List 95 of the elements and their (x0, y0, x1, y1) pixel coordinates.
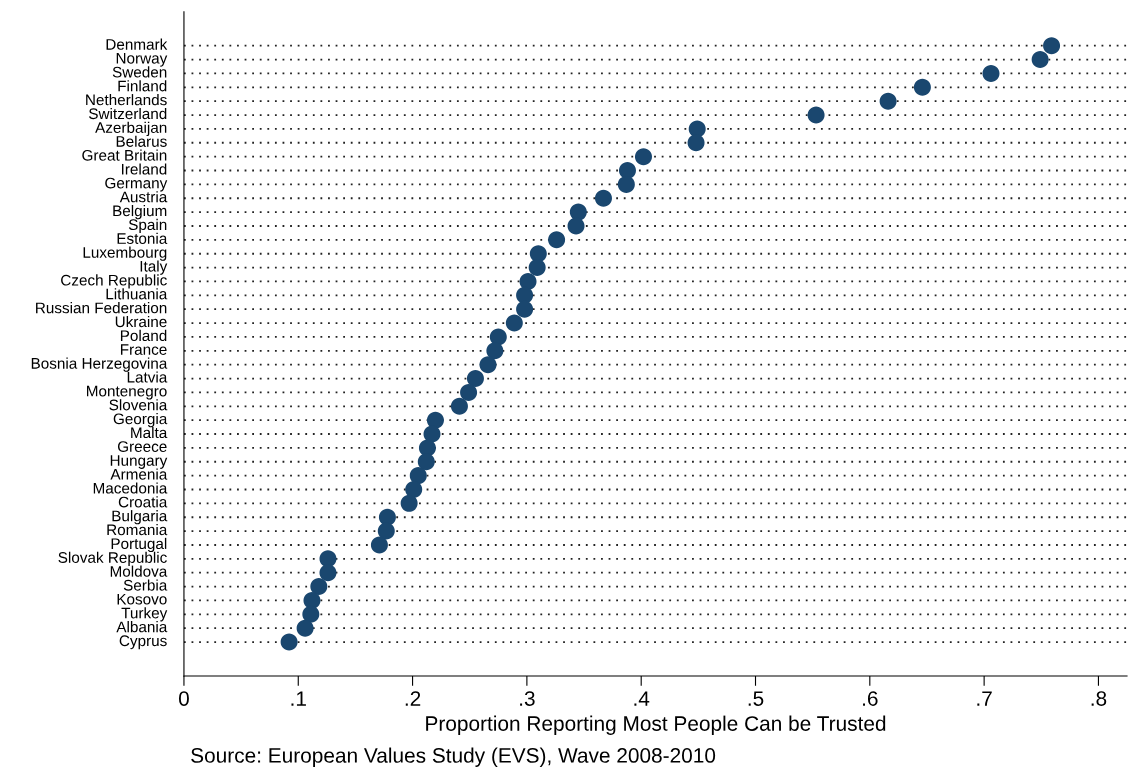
y-tick-label: Norway (116, 53, 168, 67)
point (634, 148, 652, 166)
point (405, 480, 423, 498)
point (913, 78, 931, 96)
point (377, 522, 395, 540)
y-tick-label: Belgium (113, 205, 167, 220)
y-tick-label: Denmark (106, 38, 168, 50)
point (450, 397, 468, 415)
source-note: Source: European Values Study (EVS), Wave 2008-2010 (191, 747, 716, 767)
y-tick-label: Albania (116, 621, 168, 633)
point (617, 175, 635, 193)
y-tick-label: Cyprus (119, 635, 167, 650)
point (296, 619, 314, 637)
y-tick-label: Slovenia (109, 399, 168, 411)
y-tick-label: Ireland (121, 163, 167, 175)
y-tick-label: France (120, 344, 167, 355)
y-tick-label: Estonia (117, 232, 168, 244)
point (879, 92, 897, 110)
x-tick-label: .5 (748, 691, 764, 706)
y-tick-label: Georgia (113, 413, 168, 428)
point (486, 342, 504, 360)
point (400, 494, 418, 512)
y-tick-label: Belarus (116, 135, 167, 147)
y-tick-label: Montenegro (87, 385, 167, 400)
point (370, 536, 388, 554)
point (548, 231, 566, 249)
y-tick-label: Latvia (127, 371, 168, 383)
point (310, 578, 328, 596)
y-tick-label: Bulgaria (112, 510, 168, 525)
point (489, 328, 507, 346)
y-tick-label: Serbia (123, 579, 168, 591)
point (302, 605, 320, 623)
y-tick-label: Moldova (110, 565, 168, 577)
y-tick-label: Germany (105, 177, 168, 192)
point (378, 508, 396, 526)
y-tick-label: Armenia (110, 468, 168, 480)
y-tick-label: Macedonia (93, 482, 168, 494)
x-tick-label: .4 (634, 691, 650, 706)
point (687, 134, 705, 152)
point (807, 106, 825, 124)
point (618, 162, 636, 180)
point (319, 564, 337, 582)
y-tick-label: Greece (117, 441, 167, 452)
y-tick-label: Turkey (121, 607, 168, 622)
point (528, 259, 546, 277)
y-tick-label: Slovak Republic (58, 551, 167, 566)
x-tick-label: .8 (1091, 691, 1107, 706)
y-tick-label: Hungary (110, 455, 168, 469)
point (460, 383, 478, 401)
y-tick-label: Malta (131, 426, 168, 439)
y-tick-label: Romania (107, 523, 168, 536)
y-tick-label: Netherlands (86, 94, 167, 106)
point (426, 411, 444, 429)
y-tick-label: Lithuania (106, 288, 168, 300)
point (519, 272, 537, 290)
point (569, 203, 587, 221)
x-tick-label: .3 (520, 691, 535, 706)
point (516, 286, 534, 304)
point (479, 356, 497, 374)
point (567, 217, 585, 235)
y-tick-label: Luxembourg (83, 246, 167, 261)
point (516, 300, 534, 318)
y-tick-label: Finland (118, 80, 167, 92)
x-tick-label: .2 (405, 691, 421, 706)
y-tick-label: Bosnia Herzegovina (31, 357, 168, 372)
y-tick-label: Russian Federation (36, 302, 167, 314)
y-tick-label: Austria (119, 191, 168, 203)
point (417, 453, 435, 471)
x-tick-label: 0 (178, 691, 189, 706)
x-axis-title: Proportion Reporting Most People Can be Trusted (426, 715, 886, 736)
point (529, 245, 547, 263)
y-tick-label: Ukraine (115, 315, 167, 328)
y-tick-label: Poland (120, 329, 167, 342)
point (1031, 51, 1049, 69)
y-tick-label: Croatia (118, 496, 168, 508)
y-tick-label: Azerbaijan (95, 121, 167, 137)
y-tick-label: Kosovo (117, 593, 167, 605)
x-tick-label: .7 (977, 691, 992, 706)
x-tick-label: .6 (863, 691, 878, 706)
y-tick-label: Switzerland (89, 107, 167, 120)
y-tick-label: Czech Republic (61, 274, 167, 289)
point (466, 370, 484, 388)
point (594, 189, 612, 207)
point (982, 64, 1000, 82)
point (409, 467, 427, 485)
x-tick-label: .1 (291, 691, 306, 706)
y-tick-label: Portugal (111, 537, 167, 553)
y-tick-label: Great Britain (82, 149, 167, 161)
point (280, 633, 298, 651)
point (423, 425, 441, 443)
y-tick-label: Sweden (112, 66, 167, 78)
y-tick-label: Spain (128, 218, 167, 234)
point (1043, 37, 1061, 55)
y-tick-label: Italy (140, 260, 168, 275)
point (505, 314, 523, 332)
